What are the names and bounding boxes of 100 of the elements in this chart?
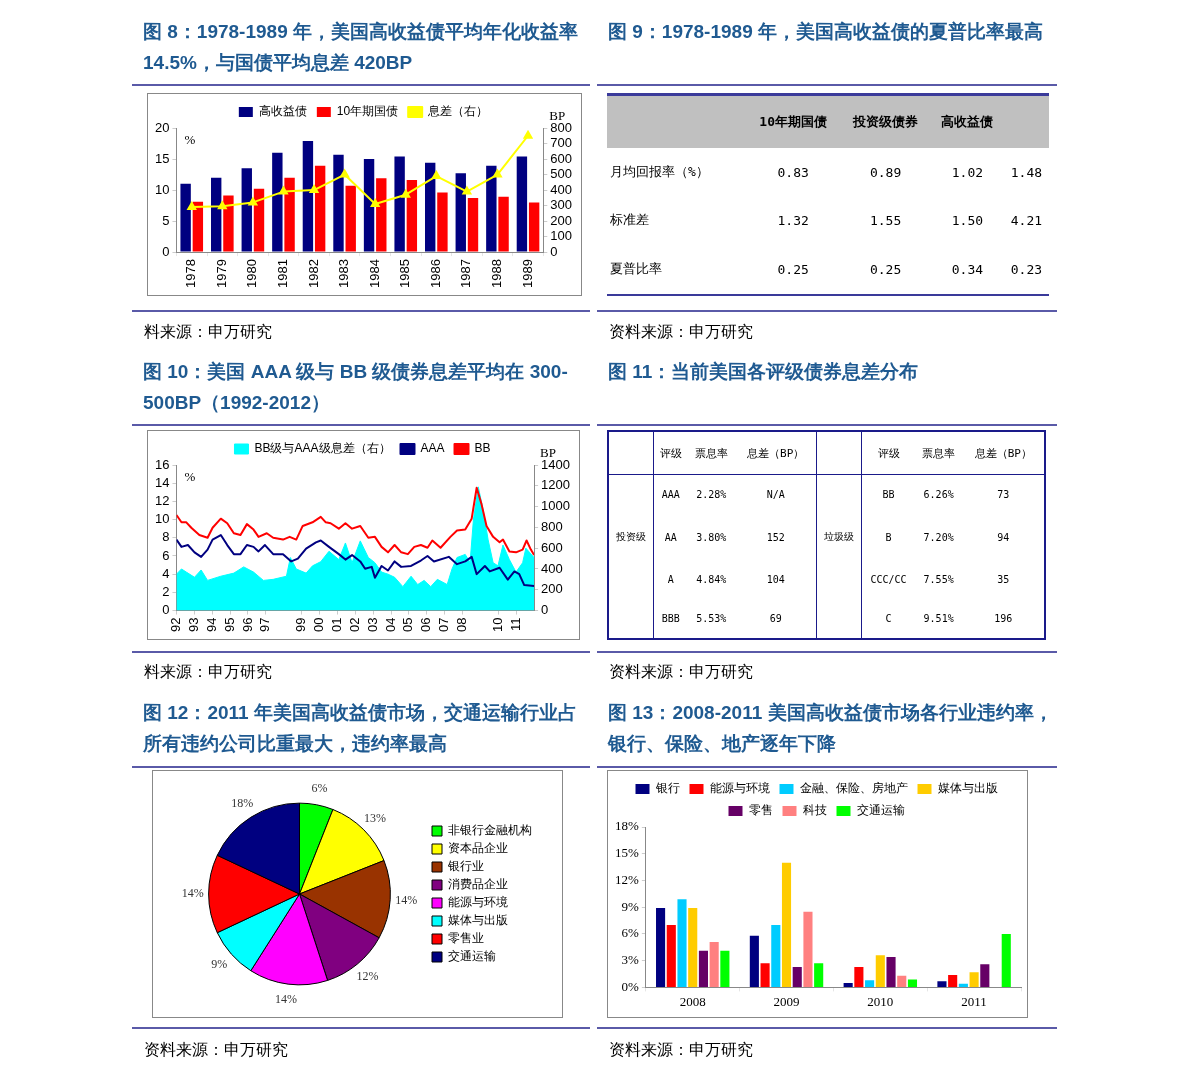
data-label: 14% (181, 886, 204, 901)
x-tick-label: 1986 (427, 259, 443, 288)
y-tick-label: 2 (162, 583, 170, 599)
x-tick-label: 03 (364, 617, 380, 633)
category-label: 10年期国债 (746, 94, 841, 148)
x-tick-label: 1978 (183, 259, 199, 288)
x-tick-label: 04 (382, 617, 398, 633)
y-tick-label: 4 (162, 565, 170, 581)
y2-tick-label: 200 (550, 212, 573, 228)
x-tick-label: 2011 (961, 993, 987, 1009)
legend-label: BB (474, 441, 491, 456)
text: 0.25 (777, 261, 809, 277)
legend-label: 能源与环境 (448, 895, 508, 910)
text: 104 (766, 573, 785, 585)
category-label: 标准差 (610, 212, 649, 228)
text: 69 (769, 612, 782, 624)
legend-label: 科技 (802, 803, 827, 818)
text: 资料来源：申万研究 (609, 322, 753, 342)
text: 152 (766, 531, 785, 543)
text: B (885, 531, 892, 543)
data-label: 13% (364, 810, 387, 825)
text: 3.80% (696, 531, 727, 543)
y2-tick-label: 0 (550, 243, 558, 259)
legend-label: 10年期国债 (336, 104, 399, 119)
chart-title: 图 12：2011 年美国高收益债市场，交通运输行业占所有违约公司比重最大，违约率最高 (143, 701, 578, 756)
y-tick-label: 6 (162, 547, 170, 563)
text: C (885, 612, 892, 624)
y-tick-label: 14 (154, 474, 170, 490)
y-tick-label: 18% (614, 818, 639, 834)
y-tick-label: 12 (154, 492, 170, 508)
text: 4.21 (1010, 212, 1043, 228)
x-tick-label: 2008 (679, 993, 706, 1009)
text: 1.48 (1010, 164, 1043, 180)
text: 94 (997, 531, 1010, 543)
legend-label: 媒体与出版 (937, 781, 998, 796)
text: 2.28% (696, 488, 727, 500)
y-tick-label: 15 (154, 150, 170, 166)
text: 料来源：申万研究 (144, 322, 272, 342)
y2-tick-label: 800 (541, 518, 563, 534)
legend-label: 能源与环境 (709, 781, 770, 796)
y-tick-label: 0 (162, 602, 170, 618)
text: 0.89 (869, 164, 902, 180)
text: BB (882, 488, 895, 500)
text: BBB (661, 612, 680, 624)
text: 投资级 (616, 531, 647, 543)
y2-tick-label: 100 (550, 228, 573, 244)
x-tick-label: 97 (257, 617, 273, 633)
text: 图 11：当前美国各评级债券息差分布 (608, 360, 920, 384)
category-label: 票息率 (914, 431, 963, 475)
category-label: 高收益债 (930, 94, 1004, 148)
text: 垃圾级 (824, 531, 855, 543)
text: 7.20% (923, 531, 954, 543)
x-tick-label: 2009 (773, 993, 800, 1009)
y-tick-label: 8 (162, 529, 170, 545)
text: 图 9：1978-1989 年，美国高收益债的夏普比率最高 (608, 20, 1044, 44)
legend-label: 高收益债 (258, 104, 307, 119)
x-tick-label: 01 (328, 617, 344, 633)
x-tick-label: 06 (418, 617, 434, 633)
category-label: 夏普比率 (610, 261, 662, 277)
text: 资料来源：申万研究 (144, 1040, 288, 1060)
text: 0.83 (777, 164, 809, 180)
data-label: 18% (231, 795, 254, 810)
x-tick-label: 1988 (489, 259, 505, 288)
text: AAA (661, 488, 680, 500)
legend-label: 息差（右） (427, 104, 489, 119)
data-label: 6% (311, 781, 328, 796)
text: A (667, 573, 674, 585)
category-label: 投资级债券 (840, 94, 931, 148)
y-tick-label: 0 (162, 243, 170, 259)
text: 1.50 (951, 212, 984, 228)
text: 1.55 (869, 212, 902, 228)
category-label: 评级 (653, 431, 688, 475)
y-tick-label: 15% (614, 845, 639, 861)
x-tick-label: 02 (346, 617, 362, 633)
y-tick-label: 12% (614, 871, 639, 887)
y2-tick-label: 600 (550, 150, 573, 166)
x-tick-label: 1987 (458, 259, 474, 288)
x-tick-label: 07 (436, 617, 452, 633)
y-tick-label: 20 (154, 119, 170, 135)
legend-label: AAA (420, 441, 445, 456)
y2-tick-label: 700 (550, 135, 573, 151)
category-label: 月均回报率（%） (610, 164, 709, 180)
y2-tick-label: 400 (541, 560, 563, 576)
x-tick-label: 2010 (867, 993, 894, 1009)
y-tick-label: 9% (621, 898, 639, 914)
y2-tick-label: 0 (541, 602, 549, 618)
category-label: 息差（BP） (735, 431, 817, 475)
y2-tick-label: 1000 (541, 498, 570, 514)
x-tick-label: 93 (185, 617, 201, 633)
x-tick-label: 1981 (275, 259, 291, 288)
y2-tick-label: 200 (541, 581, 563, 597)
y-tick-label: 0% (621, 978, 639, 994)
x-tick-label: 99 (293, 617, 309, 633)
text: 0.25 (869, 261, 902, 277)
text: 196 (994, 612, 1013, 624)
x-tick-label: 94 (203, 617, 219, 633)
category-label: 票息率 (687, 431, 736, 475)
legend-label: 金融、保险、房地产 (799, 781, 908, 796)
legend-label: 银行业 (447, 859, 484, 874)
text: 料来源：申万研究 (144, 662, 272, 682)
